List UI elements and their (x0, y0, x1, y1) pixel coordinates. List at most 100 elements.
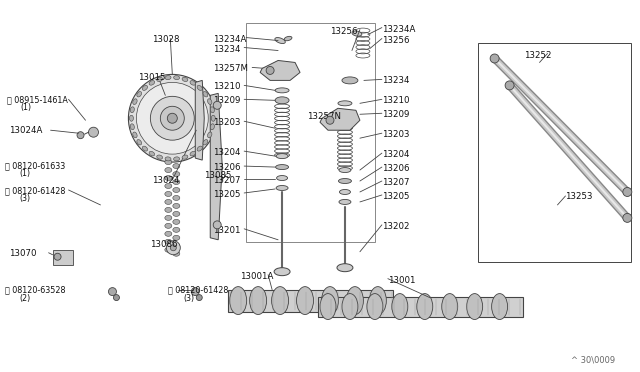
Bar (52, 250, 72, 265)
Text: 13201: 13201 (213, 226, 241, 235)
Circle shape (166, 241, 180, 255)
Circle shape (623, 214, 632, 222)
Circle shape (213, 221, 221, 229)
Ellipse shape (346, 286, 364, 314)
Text: 13209: 13209 (213, 96, 241, 105)
Ellipse shape (137, 92, 141, 97)
Text: Ⓑ 08120-61428: Ⓑ 08120-61428 (4, 186, 65, 195)
Ellipse shape (276, 154, 288, 158)
Ellipse shape (132, 132, 137, 138)
Text: 13256: 13256 (330, 26, 358, 36)
Ellipse shape (165, 199, 172, 205)
Text: (1): (1) (20, 103, 32, 112)
Ellipse shape (338, 110, 352, 117)
Ellipse shape (157, 155, 163, 159)
Ellipse shape (275, 38, 285, 44)
Circle shape (191, 288, 199, 296)
Polygon shape (320, 108, 360, 130)
Ellipse shape (339, 167, 351, 173)
Ellipse shape (165, 76, 171, 80)
Ellipse shape (276, 186, 288, 190)
Ellipse shape (165, 160, 172, 164)
Text: Ⓑ 08120-63528: Ⓑ 08120-63528 (4, 286, 65, 295)
Ellipse shape (271, 286, 289, 314)
Ellipse shape (339, 179, 351, 183)
Text: 13252: 13252 (524, 51, 551, 60)
Ellipse shape (165, 231, 172, 236)
Ellipse shape (173, 211, 180, 217)
Ellipse shape (173, 180, 180, 185)
Ellipse shape (342, 294, 358, 320)
Text: 13204: 13204 (213, 148, 241, 157)
Circle shape (623, 187, 632, 196)
Ellipse shape (339, 199, 351, 205)
Ellipse shape (275, 97, 289, 104)
Ellipse shape (274, 268, 290, 276)
Text: 13257N: 13257N (307, 112, 341, 121)
Circle shape (170, 245, 176, 251)
Ellipse shape (131, 124, 134, 130)
Ellipse shape (149, 81, 155, 85)
Circle shape (77, 132, 84, 139)
Circle shape (505, 81, 514, 90)
Ellipse shape (197, 146, 202, 151)
Text: 13204: 13204 (382, 150, 410, 159)
Text: 13203: 13203 (213, 118, 241, 127)
Text: (2): (2) (20, 294, 31, 302)
Ellipse shape (173, 171, 180, 177)
Text: 13001A: 13001A (240, 272, 273, 281)
Text: 13234A: 13234A (213, 35, 246, 44)
Ellipse shape (182, 155, 188, 159)
Ellipse shape (165, 215, 172, 220)
Polygon shape (210, 93, 222, 240)
Circle shape (490, 54, 499, 63)
Ellipse shape (338, 101, 352, 106)
Ellipse shape (197, 86, 202, 90)
Ellipse shape (165, 208, 172, 212)
Ellipse shape (337, 264, 353, 272)
Text: Ⓑ 08120-61633: Ⓑ 08120-61633 (4, 161, 65, 170)
Circle shape (113, 295, 120, 301)
Text: 13206: 13206 (382, 164, 410, 173)
Text: (1): (1) (20, 169, 31, 178)
Polygon shape (195, 80, 204, 160)
Ellipse shape (142, 86, 148, 90)
Ellipse shape (321, 286, 339, 314)
Circle shape (326, 116, 334, 124)
Text: 13256: 13256 (382, 36, 410, 45)
Ellipse shape (165, 247, 172, 252)
Ellipse shape (173, 157, 180, 161)
Text: Ⓦ 08915-1461A: Ⓦ 08915-1461A (6, 95, 68, 104)
Ellipse shape (173, 195, 180, 201)
Ellipse shape (131, 107, 134, 113)
Text: 13234A: 13234A (382, 25, 415, 33)
Ellipse shape (203, 92, 208, 97)
Text: 13210: 13210 (382, 96, 410, 105)
Ellipse shape (165, 192, 172, 196)
Text: ^ 30\0009: ^ 30\0009 (572, 355, 616, 364)
Ellipse shape (157, 77, 163, 81)
Ellipse shape (203, 140, 208, 145)
Circle shape (108, 288, 116, 296)
Ellipse shape (276, 164, 289, 170)
Ellipse shape (211, 107, 214, 113)
Ellipse shape (339, 189, 351, 195)
Circle shape (167, 113, 177, 123)
Ellipse shape (276, 176, 287, 180)
Ellipse shape (442, 294, 458, 320)
Ellipse shape (132, 99, 137, 105)
Text: 13024: 13024 (152, 176, 180, 185)
Text: 13206: 13206 (213, 163, 241, 172)
Ellipse shape (342, 77, 358, 84)
Text: 13253: 13253 (566, 192, 593, 201)
Ellipse shape (275, 88, 289, 93)
Ellipse shape (250, 286, 267, 314)
Text: 13257M: 13257M (213, 64, 248, 73)
Circle shape (196, 295, 202, 301)
Ellipse shape (190, 81, 196, 85)
Text: Ⓑ 08120-61428: Ⓑ 08120-61428 (168, 286, 228, 295)
Ellipse shape (467, 294, 483, 320)
Ellipse shape (417, 294, 433, 320)
Ellipse shape (165, 176, 172, 180)
Circle shape (129, 74, 216, 162)
